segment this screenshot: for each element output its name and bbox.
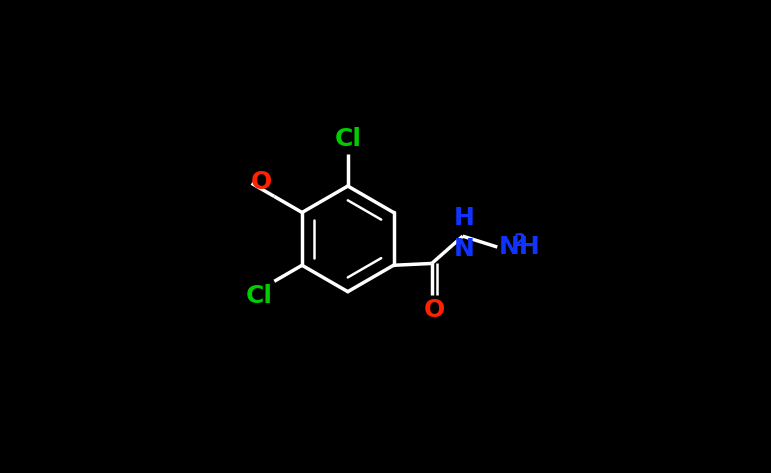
Text: 2: 2 bbox=[514, 232, 527, 250]
Text: Cl: Cl bbox=[335, 127, 362, 151]
Text: H: H bbox=[453, 206, 474, 230]
Text: NH: NH bbox=[498, 235, 540, 259]
Text: N: N bbox=[453, 237, 474, 261]
Text: O: O bbox=[251, 170, 272, 194]
Text: Cl: Cl bbox=[245, 284, 272, 308]
Text: O: O bbox=[424, 298, 445, 323]
